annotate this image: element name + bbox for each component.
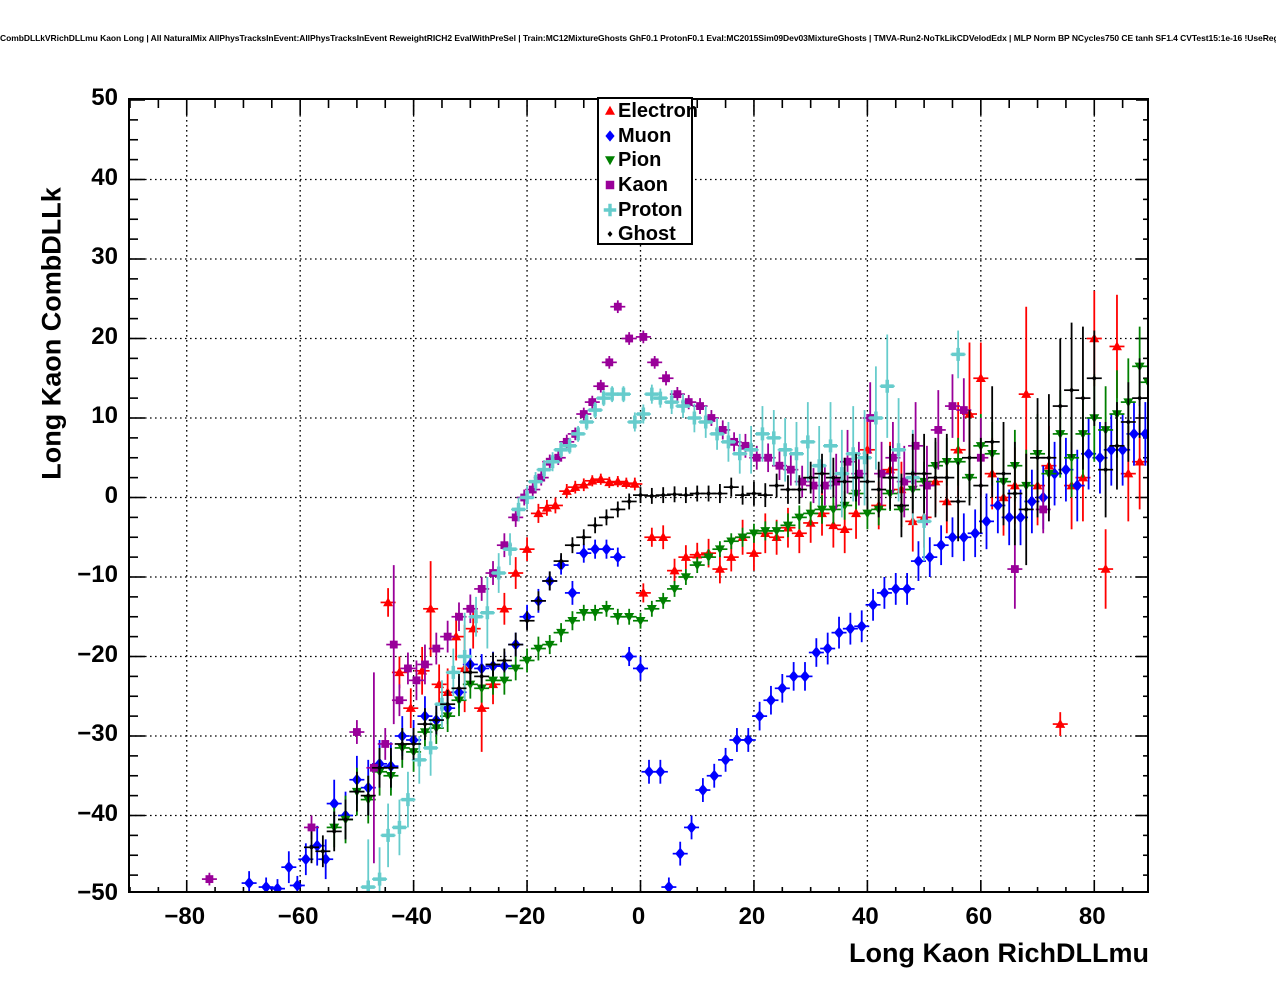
x-axis-title: Long Kaon RichDLLmu xyxy=(849,938,1149,968)
diamond-icon xyxy=(601,124,618,148)
page-title: CombDLLkVRichDLLmu Kaon Long | All Natur… xyxy=(0,33,1276,43)
legend-item-pion[interactable]: Pion xyxy=(599,148,691,173)
legend-label: Pion xyxy=(618,149,662,172)
x-tick-label: 80 xyxy=(1078,903,1106,930)
y-tick-label: −40 xyxy=(77,799,118,827)
x-tick-label: 60 xyxy=(965,903,993,930)
legend-item-kaon[interactable]: Kaon xyxy=(599,173,691,198)
series-pion xyxy=(326,326,1147,848)
legend[interactable]: Electron Muon Pion Kaon Proton Ghost xyxy=(597,97,698,247)
series-kaon xyxy=(201,300,1051,886)
cross-icon xyxy=(601,198,618,222)
diamond-small-icon xyxy=(601,222,618,246)
y-tick-label: −50 xyxy=(77,879,118,906)
grid-layer xyxy=(130,100,1147,891)
legend-label: Proton xyxy=(618,198,683,221)
series-muon xyxy=(241,402,1147,891)
x-tick-label: −60 xyxy=(277,903,319,930)
legend-item-muon[interactable]: Muon xyxy=(599,124,691,149)
legend-item-electron[interactable]: Electron xyxy=(599,99,698,124)
x-tick-label: −20 xyxy=(504,903,546,930)
legend-label: Electron xyxy=(618,100,699,123)
data-points-layer xyxy=(201,290,1147,891)
series-proton xyxy=(360,330,966,891)
y-tick-label: −30 xyxy=(77,720,118,747)
triangle-up-icon xyxy=(601,99,618,123)
legend-label: Muon xyxy=(618,124,672,147)
y-axis-title: Long Kaon CombDLLk xyxy=(36,187,67,480)
x-tick-label: 20 xyxy=(738,903,766,930)
legend-item-ghost[interactable]: Ghost xyxy=(599,222,691,247)
legend-label: Ghost xyxy=(618,223,676,246)
square-icon xyxy=(601,173,618,197)
series-ghost xyxy=(304,322,1147,868)
x-tick-label: 0 xyxy=(631,903,646,930)
y-tick-label: −20 xyxy=(77,640,118,668)
triangle-down-icon xyxy=(601,148,618,172)
plot-area xyxy=(130,100,1147,891)
x-tick-label: −80 xyxy=(164,903,206,930)
legend-item-proton[interactable]: Proton xyxy=(599,197,691,222)
x-tick-label: 40 xyxy=(852,903,879,930)
legend-label: Kaon xyxy=(618,174,668,197)
x-tick-label: −40 xyxy=(391,903,432,930)
